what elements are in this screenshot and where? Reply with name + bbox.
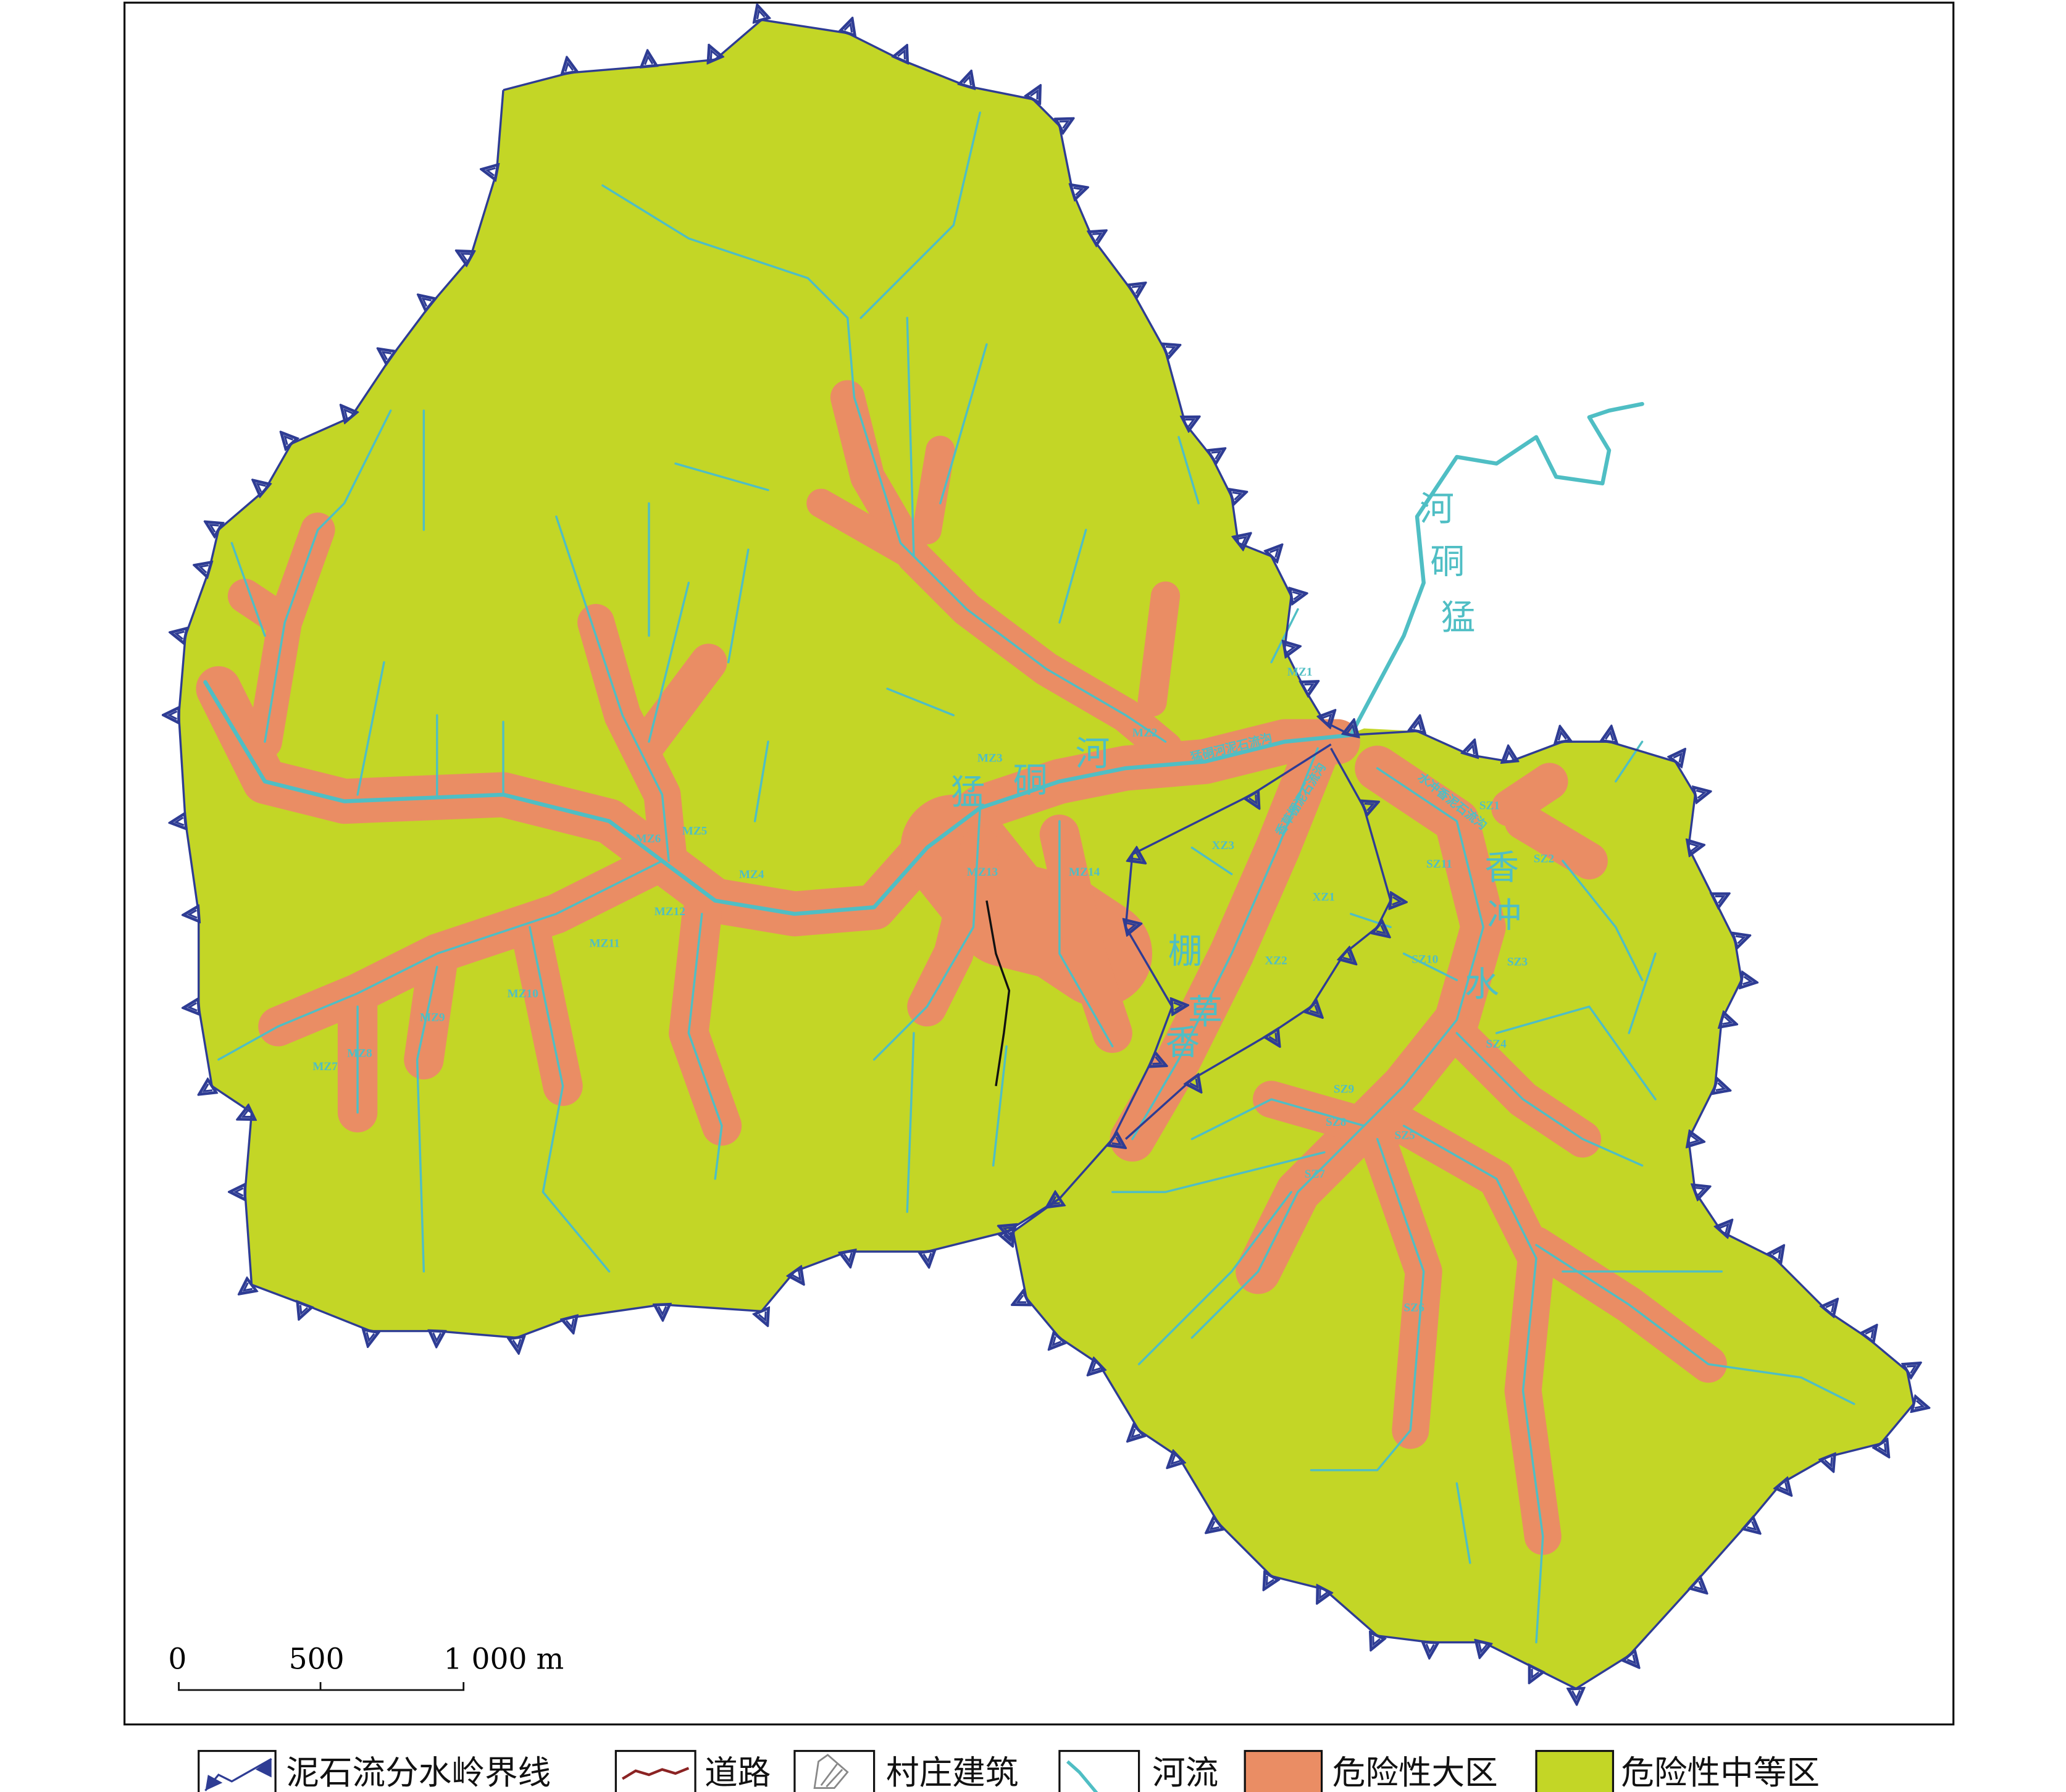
gully-label: MZ12 xyxy=(655,905,685,918)
gully-label: SZ9 xyxy=(1334,1083,1354,1096)
gully-label: SZ3 xyxy=(1507,956,1528,969)
gully-label: MZ3 xyxy=(977,752,1003,764)
gully-labels: MZ1 MZ2 MZ3 MZ4 MZ5 MZ6 MZ7 MZ8 MZ9 MZ10 MZ11 MZ12 M… xyxy=(312,666,1554,1315)
village-building-icon xyxy=(813,1754,849,1789)
scale-tick-label: 0 xyxy=(168,1643,186,1677)
river-name-char: 猛 xyxy=(951,772,985,813)
gully-label: SZ2 xyxy=(1534,852,1554,865)
river-name-char: 冲 xyxy=(1487,895,1522,936)
legend-item-road: 道路 xyxy=(614,1749,771,1792)
gully-label: SZ5 xyxy=(1395,1129,1415,1142)
watershed-boundaries xyxy=(179,20,1914,1689)
gully-label: SZ8 xyxy=(1326,1116,1346,1129)
river-name-char: 河 xyxy=(1420,489,1454,529)
gully-label: XZ3 xyxy=(1212,839,1234,852)
legend-item-medium-hazard: 危险性中等区 xyxy=(1535,1749,1820,1792)
river-name-char: 水 xyxy=(1465,965,1499,1005)
legend-item-high-hazard: 危险性大区 xyxy=(1244,1749,1498,1792)
legend-label: 危险性大区 xyxy=(1332,1753,1498,1792)
gully-label: MZ14 xyxy=(1069,866,1100,879)
river-name-char: 猛 xyxy=(1441,598,1476,638)
gully-label: SZ10 xyxy=(1411,953,1438,966)
gully-label: MZ9 xyxy=(420,1011,445,1024)
river-name-char: 硐 xyxy=(1430,542,1465,582)
gully-label: MZ4 xyxy=(739,868,764,881)
legend-label: 道路 xyxy=(705,1753,771,1792)
watershed-boundary-inner-east xyxy=(1124,748,1391,1140)
river-name-char: 香 xyxy=(1165,1023,1200,1063)
gully-label: SZ11 xyxy=(1426,858,1452,871)
legend-label: 村庄建筑 xyxy=(886,1753,1018,1792)
river-name-char: 硐 xyxy=(1013,761,1048,801)
medium-hazard-swatch xyxy=(1535,1749,1615,1792)
gully-label: MZ5 xyxy=(682,824,708,837)
scale-tick-label: 1 000 m xyxy=(444,1643,564,1677)
legend-item-river: 河流 xyxy=(1058,1749,1218,1792)
river-name-char: 河 xyxy=(1076,734,1110,774)
gully-label: MZ13 xyxy=(967,866,998,879)
river-name-char: 草 xyxy=(1188,992,1223,1032)
gully-label: SZ7 xyxy=(1305,1168,1326,1181)
legend-label: 河流 xyxy=(1152,1753,1218,1792)
legend-label: 泥石流分水岭界线 xyxy=(286,1753,551,1792)
gully-label: SZ1 xyxy=(1479,800,1500,813)
river-name-char: 香 xyxy=(1484,848,1519,888)
gully-label: XZ1 xyxy=(1313,891,1335,904)
gully-label: MZ1 xyxy=(1287,666,1313,679)
gully-label: MZ8 xyxy=(347,1047,372,1060)
legend-item-village: 村庄建筑 xyxy=(793,1749,1018,1792)
gully-label: MZ7 xyxy=(312,1060,338,1073)
legend-label: 危险性中等区 xyxy=(1621,1753,1820,1792)
gully-label: MZ11 xyxy=(589,937,619,950)
scale-bar-line xyxy=(178,1681,465,1691)
river-name-char: 棚 xyxy=(1168,931,1203,971)
scale-bar: 0 500 1 000 m xyxy=(168,1643,564,1691)
gully-label: MZ6 xyxy=(636,832,661,845)
legend-item-boundary: 泥石流分水岭界线 xyxy=(198,1749,551,1792)
gully-label: SZ6 xyxy=(1404,1301,1425,1314)
gully-label: XZ2 xyxy=(1265,954,1287,967)
river-icon xyxy=(1066,1760,1098,1792)
legend: 泥石流分水岭界线 道路 村庄建筑 河流 危险性大区 危险性中等区 xyxy=(198,1749,1820,1792)
road-icon xyxy=(621,1767,690,1780)
watershed-boundary-west xyxy=(179,20,1914,1689)
gully-label: SZ4 xyxy=(1486,1038,1507,1051)
gully-label: MZ2 xyxy=(1132,727,1158,740)
gully-label: MZ10 xyxy=(507,987,538,1000)
high-hazard-swatch xyxy=(1244,1749,1323,1792)
scale-tick-label: 500 xyxy=(289,1643,345,1677)
